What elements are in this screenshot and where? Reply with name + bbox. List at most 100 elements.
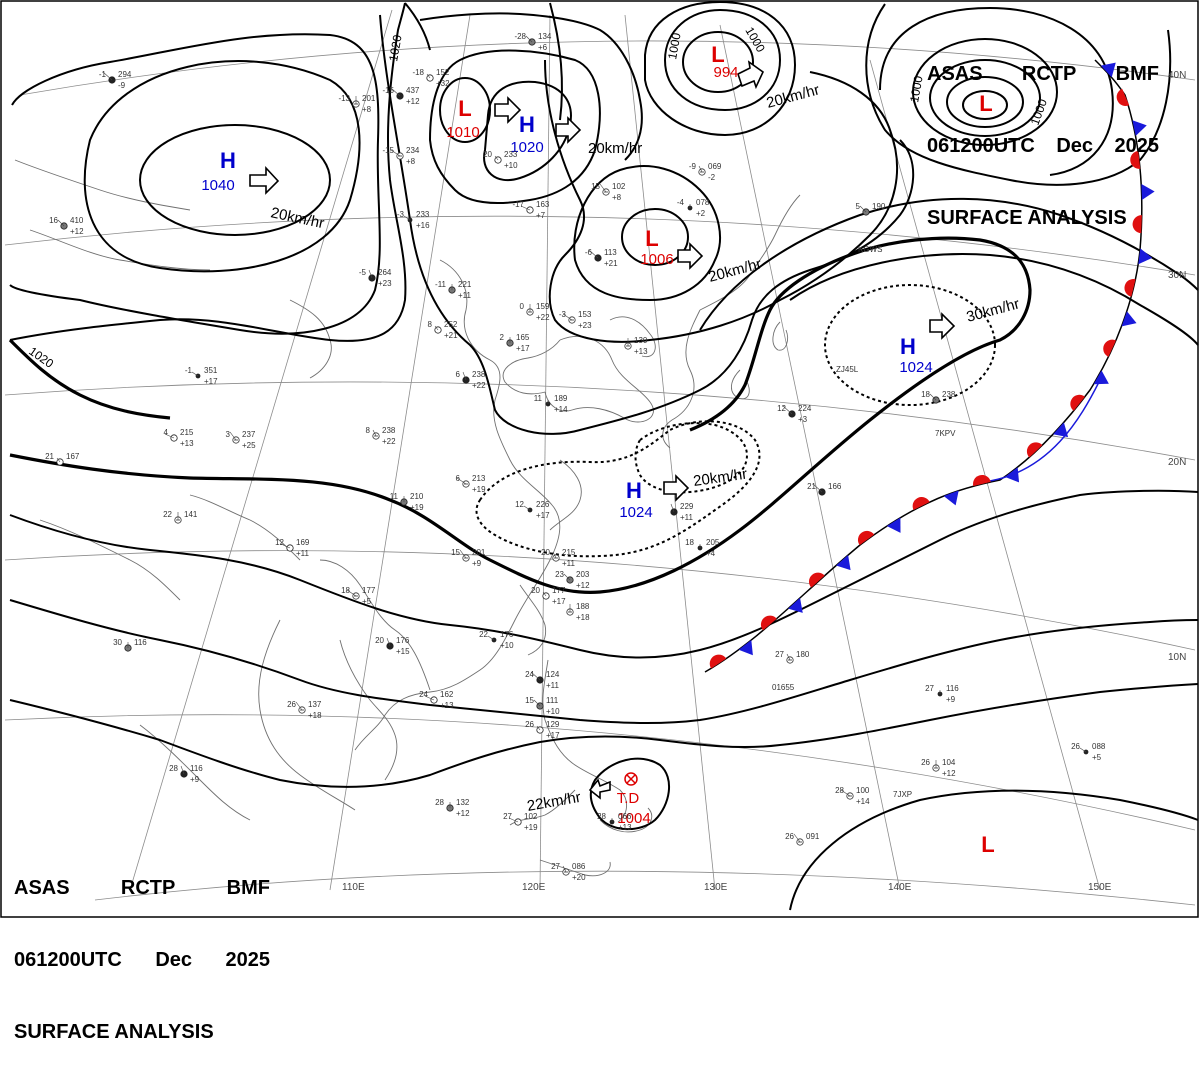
station-pressure: 086: [572, 862, 586, 871]
station-plot: 30 116: [113, 638, 147, 652]
high-pressure-marker: H: [220, 148, 236, 173]
station-pressure: 102: [524, 812, 538, 821]
station-pressure: 069: [708, 162, 722, 171]
station-pressure: 213: [472, 474, 486, 483]
station-plot: 20 233 +10: [483, 150, 518, 170]
wind-barb-icon: [670, 503, 675, 513]
station-temperature: 23: [555, 570, 564, 579]
station-plot: 21 167: [45, 452, 80, 466]
station-temperature: 11: [390, 492, 399, 501]
warm-front-semicircle-icon: [808, 572, 825, 588]
station-tendency: +9: [190, 775, 200, 784]
station-tendency: +10: [546, 707, 560, 716]
header-product: BMF: [226, 877, 270, 899]
station-temperature: 6: [456, 370, 461, 379]
station-pressure: 201: [362, 94, 376, 103]
station-plot: 27 086 +20: [551, 862, 586, 882]
longitude-label: 130E: [704, 882, 728, 893]
station-temperature: 22: [479, 630, 488, 639]
header-product: BMF: [1115, 63, 1159, 85]
station-tendency: +12: [576, 581, 590, 590]
wind-barb-icon: [390, 149, 401, 157]
wind-barb-icon: [372, 429, 377, 437]
station-plot: 26 137 +18: [287, 700, 322, 720]
wind-barb-icon: [426, 73, 431, 79]
station-temperature: 21: [45, 452, 54, 461]
cold-front-triangle-icon: [1100, 62, 1116, 78]
station-temperature: 24: [525, 670, 534, 679]
cold-front-triangle-icon: [1132, 120, 1147, 136]
station-temperature: 20: [483, 150, 492, 159]
station-temperature: 28: [435, 798, 444, 807]
low-pressure-marker: L: [645, 226, 658, 251]
wind-barb-icon: [599, 183, 607, 193]
station-temperature: -11: [435, 280, 447, 289]
station-plot: 26 129 +17: [525, 720, 560, 740]
station-pressure: 088: [1092, 742, 1106, 751]
arrow-icon: [249, 165, 280, 195]
station-tendency: +18: [308, 711, 322, 720]
station-temperature: -15: [382, 146, 394, 155]
station-pressure: 130: [634, 336, 648, 345]
station-temperature: -4: [677, 198, 685, 207]
station-temperature: 15: [591, 182, 600, 191]
station-plot: 20 176 +15: [375, 636, 410, 656]
warm-front-semicircle-icon: [760, 615, 777, 631]
station-temperature: 26: [1071, 742, 1080, 751]
wind-barb-icon: [459, 549, 467, 559]
cold-front-triangle-icon: [1053, 422, 1069, 438]
wind-barb-icon: [102, 71, 113, 81]
station-temperature: 18: [921, 390, 930, 399]
header-station: RCTP: [120, 877, 176, 899]
wind-barb-icon: [295, 701, 303, 711]
station-pressure: 238: [942, 390, 956, 399]
wind-barb-icon: [164, 433, 175, 439]
station-pressure: 210: [410, 492, 424, 501]
pressure-value: 1024: [619, 504, 652, 521]
station-temperature: 2: [500, 333, 505, 342]
station-tendency: +19: [524, 823, 538, 832]
station-pressure: 102: [612, 182, 626, 191]
longitude-label: 110E: [342, 882, 365, 893]
warm-front-semicircle-icon: [709, 654, 727, 669]
station-tendency: +13: [180, 439, 194, 448]
station-pressure: 226: [536, 500, 550, 509]
station-temperature: 8: [428, 320, 433, 329]
station-pressure: 190: [872, 202, 886, 211]
station-tendency: +22: [472, 381, 486, 390]
station-plot: 27 116 +9: [925, 684, 959, 704]
cold-front-triangle-icon: [1121, 311, 1137, 327]
pressure-value: 1004: [617, 810, 650, 827]
station-temperature: 26: [785, 832, 794, 841]
chart-header-bottom-left: ASAS RCTP BMF 061200UTC Dec 2025 SURFACE ANA…: [14, 828, 270, 1068]
station-pressure: 189: [554, 394, 568, 403]
cold-front-triangle-icon: [943, 490, 959, 506]
low-pressure-marker: L: [981, 832, 994, 857]
station-tendency: +17: [552, 597, 566, 606]
station-plot: 15 111 +10: [525, 696, 560, 716]
arrow-icon: [494, 96, 522, 124]
station-plot: 15 102 +8: [591, 182, 626, 202]
wind-barb-icon: [563, 573, 571, 581]
station-temperature: -17: [512, 200, 524, 209]
station-pressure: 176: [500, 630, 514, 639]
station-tendency: +22: [382, 437, 396, 446]
station-pressure: 229: [680, 502, 694, 511]
wind-barb-icon: [536, 725, 541, 731]
station-pressure: 165: [516, 333, 530, 342]
cold-front-triangle-icon: [886, 517, 901, 533]
station-temperature: -13: [338, 94, 350, 103]
station-temperature: 15: [525, 696, 534, 705]
station-tendency: +14: [554, 405, 568, 414]
station-tendency: +17: [536, 511, 550, 520]
cold-front-triangle-icon: [1004, 467, 1020, 483]
station-plot: 27 180: [775, 650, 810, 664]
longitude-label: 120E: [522, 882, 546, 893]
wind-barb-icon: [368, 269, 373, 279]
station-plot: 6 238 +22: [456, 370, 487, 390]
station-pressure: 116: [946, 684, 959, 693]
wind-barb-icon: [552, 551, 557, 559]
station-plot: -1 351 +17: [185, 366, 218, 386]
station-pressure: 294: [118, 70, 132, 79]
station-tendency: +12: [942, 769, 956, 778]
